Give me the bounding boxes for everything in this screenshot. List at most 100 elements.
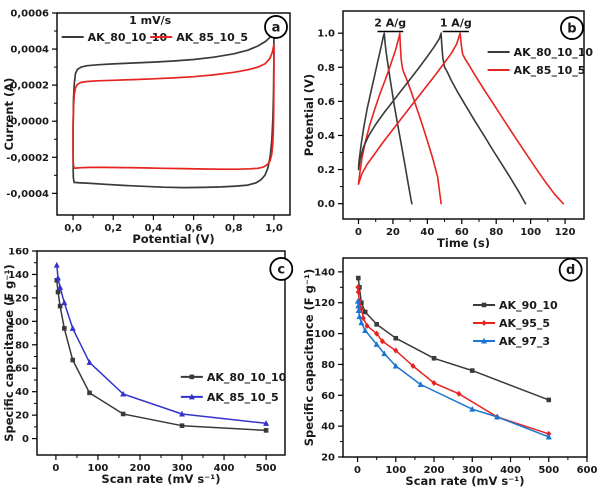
panel-d-capacitance-vs-scanrate: 0 100 200 300 400 500 600 20 40 60 80 100 120 140 Scan… <box>300 248 600 497</box>
series-AK_80_10_10 <box>56 279 267 432</box>
y-tick-label: 0,0004 <box>10 45 49 56</box>
x-tick-label: 120 <box>555 227 576 238</box>
legend-label-AK_85_10_5: AK_85_10_5 <box>176 31 248 44</box>
y-tick-label: 40 <box>321 422 335 433</box>
marker-diamond <box>481 319 487 326</box>
marker-triangle <box>356 313 363 320</box>
y-tick-label: 160 <box>8 248 29 258</box>
y-tick-label: 140 <box>314 267 335 278</box>
marker-triangle <box>358 319 365 326</box>
x-tick-label: 100 <box>88 463 109 474</box>
panel-letter-b: b <box>567 22 576 37</box>
marker-square <box>57 303 63 309</box>
marker-square <box>179 423 185 428</box>
marker-square <box>481 302 487 308</box>
marker-triangle <box>263 420 270 426</box>
y-tick-label: 0,0002 <box>10 81 49 92</box>
x-tick-label: 400 <box>500 465 521 476</box>
marker-triangle <box>179 410 186 417</box>
x-tick-label: 0 <box>52 463 59 474</box>
y-tick-label: -0,0002 <box>6 153 49 164</box>
x-tick-label: 0,2 <box>104 223 122 234</box>
x-tick-label: 0,4 <box>145 223 163 234</box>
y-tick-label: 1.0 <box>317 29 335 40</box>
series-AK_85_10_5 <box>72 43 275 171</box>
x-tick-label: 300 <box>172 463 193 474</box>
annotation-1-mV-s: 1 mV/s <box>129 14 171 27</box>
y-axis-label: Potential (V) <box>302 74 316 156</box>
panel-letter-c: c <box>277 262 285 277</box>
marker-diamond <box>379 338 385 345</box>
marker-square <box>362 309 368 315</box>
x-axis-label: Scan rate (mV s⁻¹) <box>101 472 220 486</box>
legend-label-AK_95_5: AK_95_5 <box>499 317 550 330</box>
marker-triangle <box>57 284 64 290</box>
legend-label-AK_80_10_10: AK_80_10_10 <box>514 46 594 59</box>
y-tick-label: 80 <box>321 360 335 371</box>
y-tick-label: 0.4 <box>317 131 335 142</box>
marker-square <box>120 411 126 417</box>
panel-a-cv-curves: 0,0 0,2 0,4 0,6 0,8 1,0 -0,0004 -0,0002 0,0000 0,… <box>0 0 300 248</box>
x-tick-label: 0,8 <box>225 223 243 234</box>
panel-letter-circle <box>269 257 294 281</box>
x-tick-label: 80 <box>489 227 503 238</box>
y-tick-label: 60 <box>15 364 29 375</box>
x-tick-label: 0,0 <box>64 223 82 234</box>
panel-c-capacitance-vs-scanrate: 0 100 200 300 400 500 0 20 40 60 80 100 120 140 160 Sca… <box>0 248 300 497</box>
marker-triangle <box>381 350 388 357</box>
y-tick-label: 0.6 <box>317 97 335 108</box>
x-tick-label: 200 <box>130 463 151 474</box>
y-tick-label: 120 <box>314 298 335 309</box>
series-AK_85_10_5 at 1 A/g <box>357 32 565 205</box>
x-tick-label: 0,6 <box>185 223 203 234</box>
marker-triangle <box>355 307 362 313</box>
y-tick-label: 60 <box>321 391 335 402</box>
x-tick-label: 0 <box>354 465 361 476</box>
panel-letter-a: a <box>272 20 281 35</box>
panel-letter-circle <box>560 16 584 40</box>
y-tick-label: 0,0000 <box>10 117 49 128</box>
panel-b-gcd-curves: 0 20 40 60 80 100 120 0.0 0.2 0.4 0.6 0.8 1.0 Time (s… <box>300 0 600 248</box>
marker-triangle <box>120 390 127 397</box>
x-tick-label: 60 <box>455 227 469 238</box>
legend-label-AK_80_10_10: AK_80_10_10 <box>88 31 168 44</box>
y-tick-label: 0 <box>22 434 29 445</box>
y-tick-label: 0.0 <box>317 199 335 210</box>
x-tick-label: 600 <box>577 465 598 476</box>
panel-a-plot: 0,0 0,2 0,4 0,6 0,8 1,0 -0,0004 -0,0002 0,0000 0,… <box>2 9 291 246</box>
series-AK_80_10_10 at 1 A/g <box>357 32 527 205</box>
series-AK_85_10_5 at 2 A/g <box>357 32 442 205</box>
y-tick-label: 20 <box>15 411 29 422</box>
legend-label-AK_85_10_5: AK_85_10_5 <box>207 391 279 404</box>
x-tick-label: 0 <box>355 227 362 238</box>
marker-triangle <box>417 381 424 387</box>
x-tick-label: 500 <box>538 465 559 476</box>
marker-square <box>431 355 437 361</box>
y-tick-label: 120 <box>8 293 29 304</box>
marker-square <box>189 374 195 380</box>
marker-square <box>70 357 76 363</box>
legend-label-AK_97_3: AK_97_3 <box>499 335 550 348</box>
panel-letter-circle <box>558 257 583 282</box>
panel-letter-d: d <box>566 263 575 278</box>
x-tick-label: 400 <box>214 463 235 474</box>
legend-label-AK_90_10: AK_90_10 <box>499 299 558 312</box>
marker-diamond <box>456 390 462 397</box>
marker-triangle <box>86 359 93 365</box>
marker-square <box>393 335 399 341</box>
panel-c-plot: 0 100 200 300 400 500 0 20 40 60 80 100 120 140 160 Sca… <box>2 248 294 486</box>
marker-triangle <box>469 405 476 412</box>
x-tick-label: 300 <box>462 465 483 476</box>
marker-diamond <box>360 315 366 322</box>
x-tick-label: 20 <box>386 227 400 238</box>
marker-square <box>263 428 269 433</box>
marker-triangle <box>69 325 76 331</box>
marker-diamond <box>355 284 361 291</box>
y-tick-label: 80 <box>15 340 29 351</box>
y-axis-label: Specific capacitance (F g⁻¹) <box>302 269 316 447</box>
x-axis-label: Scan rate (mV s⁻¹) <box>405 474 524 488</box>
annotation-1-A-g: 1 A/g <box>440 16 472 29</box>
marker-triangle <box>355 302 362 309</box>
annotation-2-A-g: 2 A/g <box>374 16 406 29</box>
